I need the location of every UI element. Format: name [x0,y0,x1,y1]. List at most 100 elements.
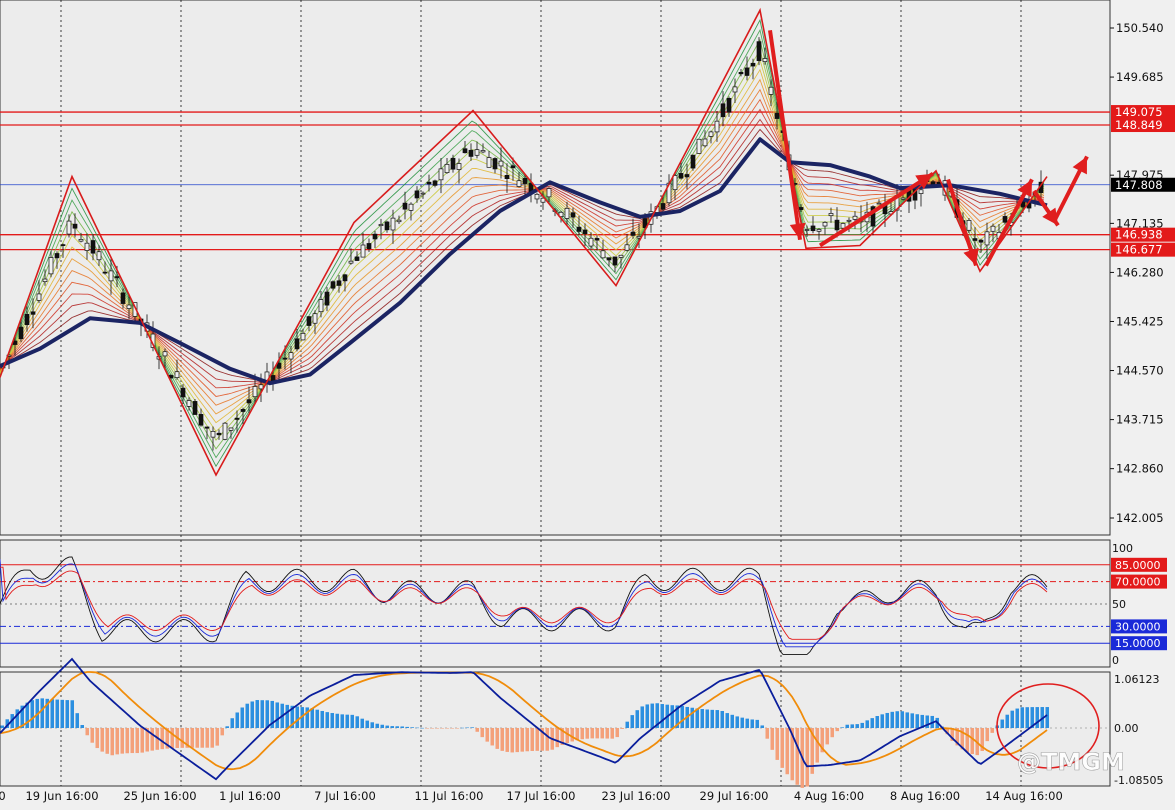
candle-body [534,193,540,200]
x-tick-label: 7 Jul 16:00 [314,789,376,803]
candle-body [984,231,990,246]
macd-histogram-bar [1015,708,1019,728]
candle-body [768,86,774,95]
macd-histogram-bar [650,703,654,728]
stochastic-level-label: 70.0000 [1115,576,1161,589]
candle-body [198,414,204,426]
macd-histogram-bar [810,728,814,774]
macd-histogram-bar [785,728,789,775]
macd-histogram-bar [480,728,484,738]
macd-histogram-bar [250,701,254,728]
trend-arrow-head [1017,179,1032,198]
macd-histogram-bar [135,728,139,754]
macd-histogram-bar [600,728,604,739]
macd-histogram-bar [85,728,89,736]
candle-body [828,213,834,217]
candle-body [630,231,636,236]
candle-body [240,409,246,412]
level-label: 146.677 [1115,243,1163,257]
macd-histogram-bar [15,709,19,728]
candle-body [174,371,180,378]
macd-histogram-bar [405,726,409,728]
candle-body [990,225,996,232]
x-tick-label: 17 Jul 16:00 [507,789,576,803]
macd-histogram-bar [635,710,639,728]
macd-histogram-bar [470,727,474,728]
macd-histogram-bar [95,728,99,749]
macd-histogram-bar [615,728,619,738]
macd-histogram-bar [500,728,504,751]
candle-body [300,332,306,341]
x-tick-label: 29 Jul 16:00 [700,789,769,803]
candle-body [366,243,372,249]
candle-body [180,387,186,398]
candle-body [738,71,744,75]
macd-histogram-bar [40,698,44,728]
level-label-box [1111,242,1175,257]
macd-histogram-bar [80,725,84,728]
macd-histogram-bar [20,705,24,728]
macd-histogram-bar [415,727,419,729]
macd-histogram-bar [525,728,529,752]
macd-histogram-bar [285,704,289,728]
macd-tick-label: 0.00 [1114,722,1139,735]
candle-body [498,160,504,167]
macd-histogram-bar [440,728,444,729]
candle-body [678,173,684,179]
macd-histogram-bar [1025,707,1029,728]
candle-body [246,399,252,404]
macd-histogram-bar [545,728,549,751]
candle-body [594,238,600,241]
candle-body [642,218,648,229]
macd-histogram-bar [805,728,809,787]
y-tick-label: 144.570 [1116,364,1164,378]
candle-body [42,278,48,283]
macd-histogram-bar [505,728,509,752]
macd-histogram-bar [515,728,519,753]
level-label: 146.938 [1115,228,1163,242]
macd-histogram-bar [330,713,334,728]
macd-histogram-bar [610,728,614,739]
candle-body [306,316,312,326]
macd-histogram-bar [345,714,349,728]
macd-histogram-bar [620,728,624,729]
level-label-box [1111,105,1175,120]
macd-histogram-bar [730,714,734,728]
candle-body [162,351,168,357]
candle-body [870,206,876,227]
moving-average-line [0,38,1045,450]
candle-body [804,229,810,231]
macd-histogram-bar [900,711,904,728]
candle-body [60,244,66,246]
macd-histogram-bar [100,728,104,752]
y-tick-label: 150.540 [1116,21,1164,35]
x-tick-label: 23 Jul 16:00 [602,789,671,803]
candle-body [360,244,366,258]
macd-histogram-bar [205,728,209,748]
macd-histogram-bar [1010,710,1014,728]
macd-histogram-bar [260,700,264,728]
candle-body [576,226,582,232]
macd-histogram-bar [755,719,759,728]
macd-histogram-bar [455,728,459,729]
macd-histogram-bar [715,710,719,728]
stochastic-level-box [1111,636,1167,651]
macd-histogram-bar [385,725,389,728]
candle-body [204,426,210,429]
trend-arrow-head [963,247,979,266]
macd-histogram-bar [325,712,329,728]
candle-body [876,202,882,205]
macd-histogram-bar [565,728,569,744]
candle-body [756,41,762,62]
macd-histogram-bar [495,728,499,749]
macd-histogram-bar [1020,707,1024,728]
macd-histogram-bar [530,728,534,751]
moving-average-line [0,28,1045,459]
macd-histogram-bar [555,728,559,748]
candle-body [414,190,420,199]
macd-histogram-bar [55,699,59,728]
candle-body [750,62,756,67]
macd-histogram-bar [1030,707,1034,728]
